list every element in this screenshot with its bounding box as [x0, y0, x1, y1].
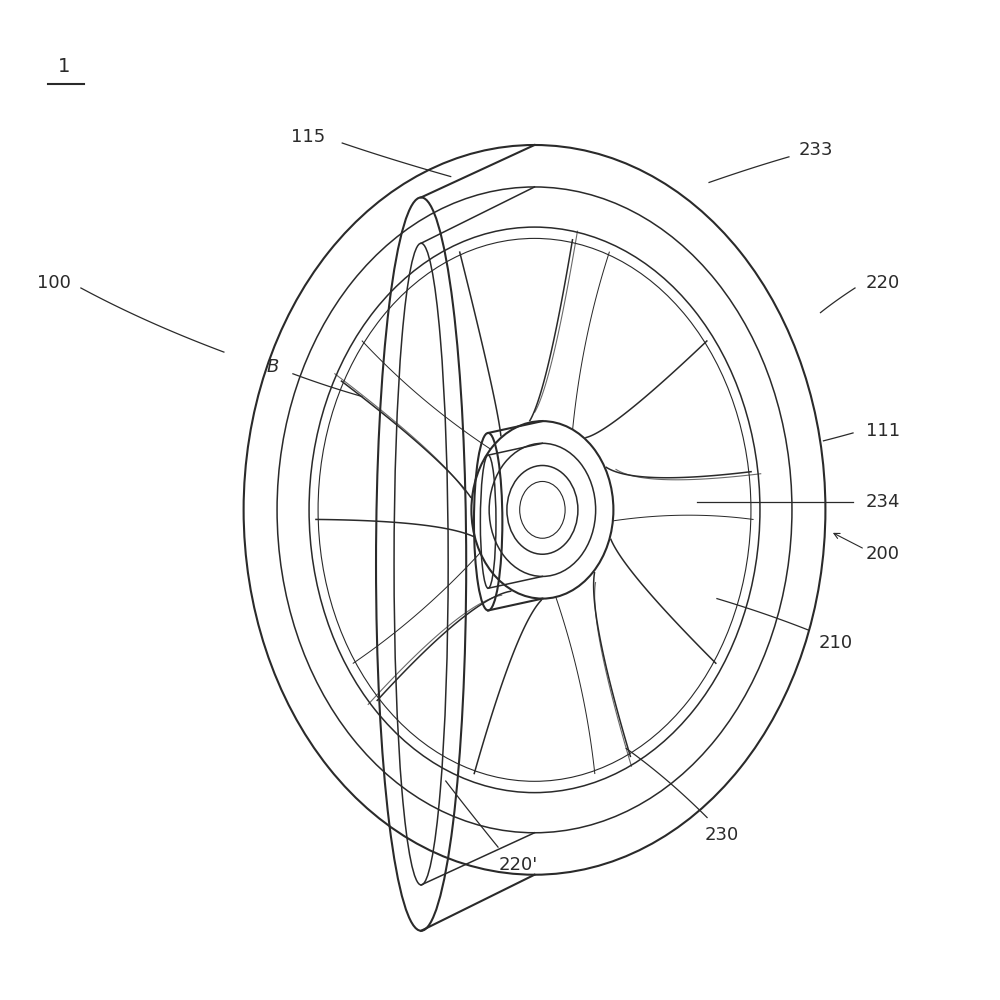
Text: 220: 220: [865, 274, 900, 292]
Text: 100: 100: [37, 274, 71, 292]
Text: 210: 210: [818, 634, 852, 652]
Text: 200: 200: [866, 545, 900, 563]
Text: 111: 111: [866, 422, 900, 440]
Text: 220': 220': [498, 856, 537, 874]
Text: 234: 234: [865, 493, 900, 511]
Text: 1: 1: [58, 57, 71, 76]
Text: 230: 230: [705, 826, 739, 844]
Text: B: B: [267, 358, 279, 376]
Text: 115: 115: [291, 128, 325, 146]
Text: 233: 233: [798, 141, 833, 159]
